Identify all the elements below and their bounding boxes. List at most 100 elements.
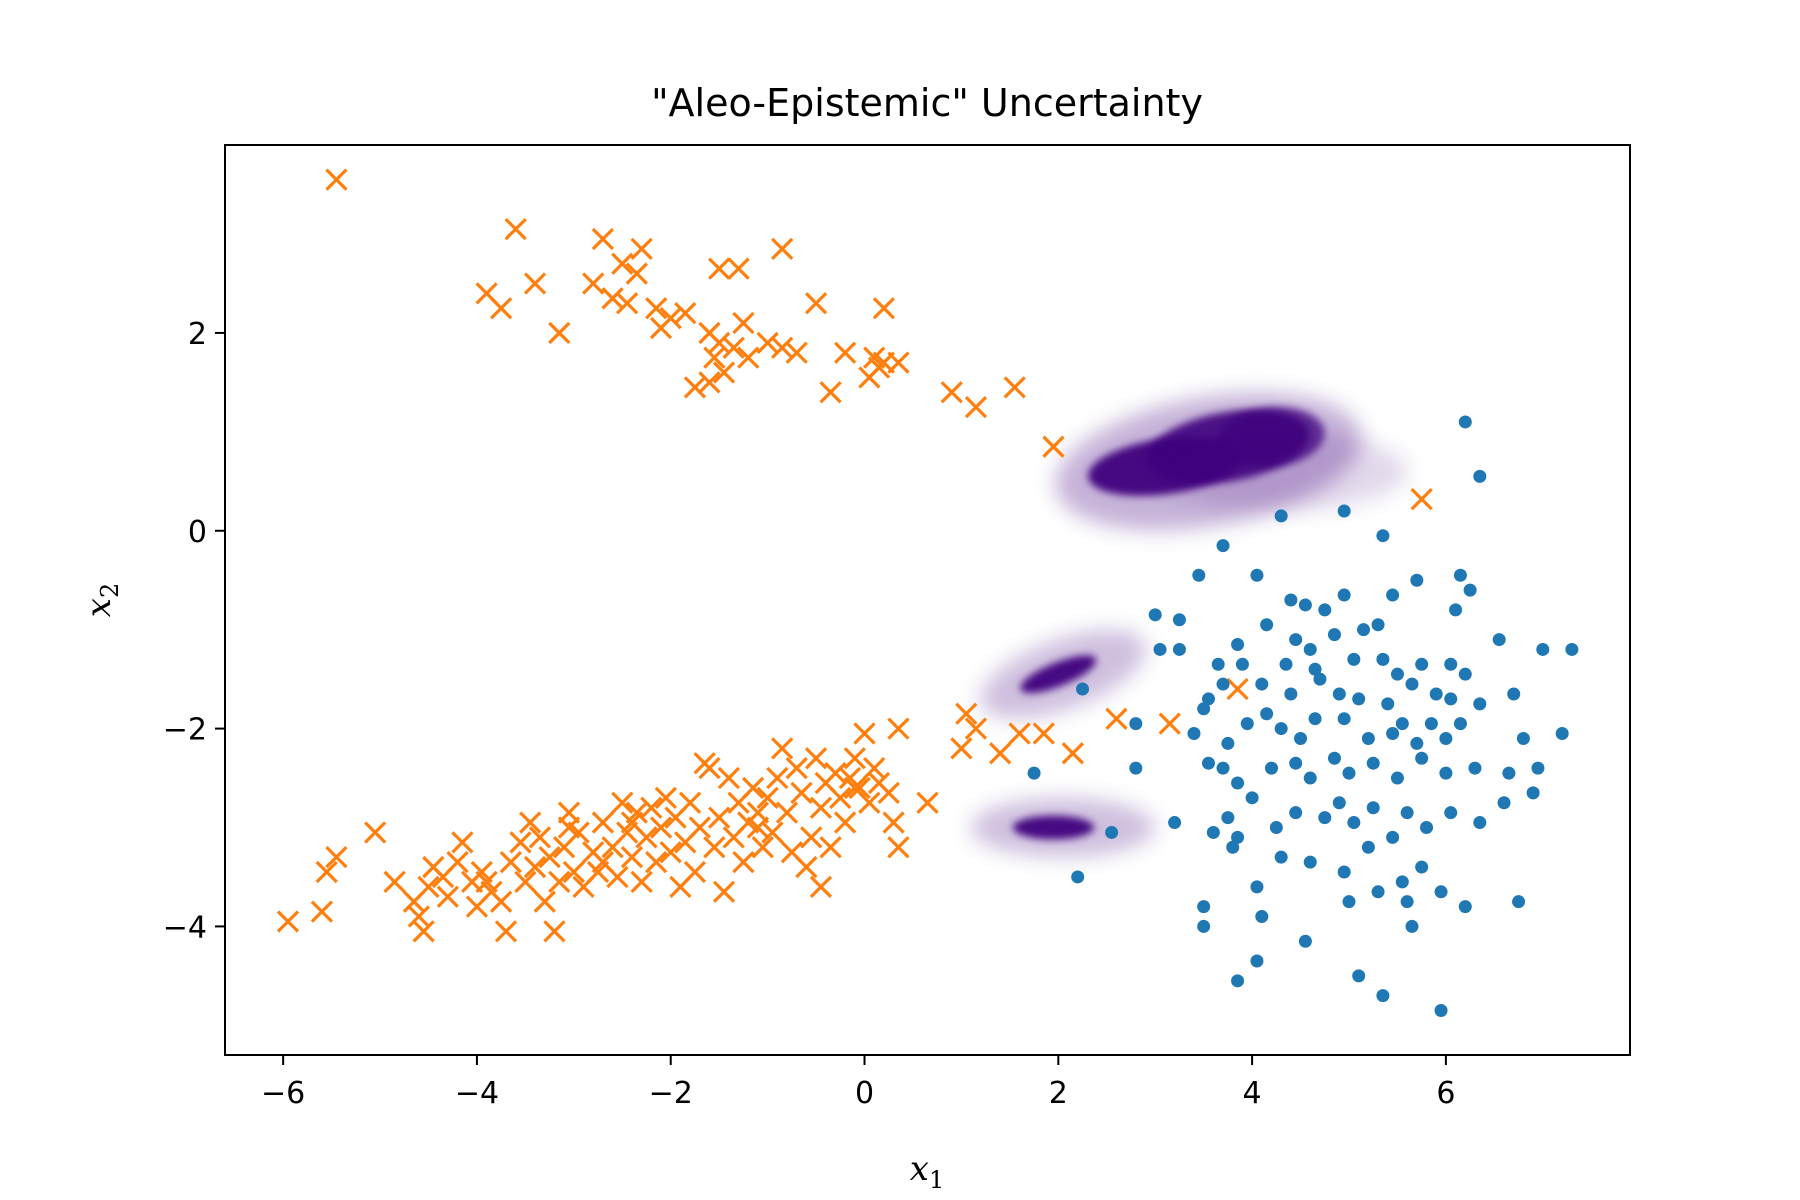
data-point-x [611, 252, 634, 275]
data-point-x [771, 237, 794, 260]
data-point-x [989, 742, 1012, 765]
data-point-dot [1308, 712, 1322, 726]
data-point-dot [1337, 588, 1351, 602]
data-point-dot [1386, 830, 1400, 844]
plot-frame [224, 144, 1631, 1056]
y-tick-label: 2 [188, 317, 207, 352]
data-point-x [325, 846, 348, 869]
series-blue-dots [1027, 415, 1579, 1017]
data-point-dot [1274, 722, 1288, 736]
data-point-x [819, 381, 842, 404]
data-point-dot [1153, 642, 1167, 656]
data-point-x [519, 811, 542, 834]
data-point-x [809, 796, 833, 819]
data-point-dot [1308, 662, 1322, 676]
data-point-dot [1250, 568, 1264, 582]
x-axis-label-sub: 1 [929, 1166, 944, 1194]
data-point-dot [1415, 751, 1429, 765]
data-point-dot [1453, 568, 1467, 582]
data-point-dot [1395, 717, 1409, 731]
data-point-dot [1366, 801, 1380, 815]
data-point-x [649, 316, 673, 340]
data-point-dot [1216, 539, 1230, 553]
data-point-dot [1420, 821, 1434, 834]
data-point-dot [1298, 934, 1312, 948]
data-point-dot [1390, 771, 1404, 785]
data-point-x [494, 920, 518, 943]
x-tick-label: −6 [261, 1076, 305, 1111]
data-point-x [853, 722, 876, 745]
data-point-x [431, 865, 455, 889]
data-point-dot [1197, 900, 1211, 914]
data-point-x [843, 747, 866, 770]
data-point-dot [1235, 657, 1249, 671]
x-axis-label: x1 [910, 1149, 944, 1194]
data-point-dot [1221, 736, 1235, 750]
data-point-x [775, 801, 799, 824]
data-point-x [325, 168, 348, 191]
data-point-x [451, 831, 474, 854]
data-point-dot [1255, 910, 1269, 924]
data-point-x [950, 737, 973, 760]
data-point-dot [1357, 623, 1371, 637]
data-point-x [761, 821, 784, 844]
data-point-dot [1337, 712, 1351, 726]
data-point-dot [1245, 791, 1259, 805]
uncertainty-heatmap [971, 392, 1408, 858]
data-point-x [848, 776, 871, 800]
y-axis-label-main: x [79, 598, 119, 617]
data-point-x [1061, 742, 1084, 765]
data-point-dot [1264, 761, 1278, 775]
data-point-x [383, 870, 406, 894]
data-point-dot [1337, 504, 1351, 518]
y-axis-ticks: −4 −2 0 2 [163, 317, 225, 945]
data-point-x [601, 287, 624, 310]
data-point-dot [1342, 766, 1356, 780]
data-point-x [887, 836, 910, 859]
data-point-x [620, 846, 644, 869]
data-point-dot [1071, 870, 1085, 884]
data-point-x [756, 331, 779, 354]
x-tick-label: 2 [1049, 1076, 1068, 1111]
data-point-x [858, 366, 881, 389]
data-point-x [310, 900, 334, 923]
data-point-x [940, 381, 963, 404]
data-point-dot [1289, 806, 1303, 820]
data-point-x [490, 890, 513, 913]
data-point-dot [1226, 840, 1240, 854]
data-point-x [523, 855, 547, 879]
data-point-x [693, 752, 716, 775]
data-point-x [436, 885, 459, 908]
data-point-x [834, 341, 857, 364]
x-tick-label: 4 [1243, 1076, 1262, 1111]
data-point-x [1008, 722, 1031, 745]
chart-title: "Aleo-Epistemic" Uncertainty [651, 81, 1203, 125]
uncertainty-region [980, 630, 1146, 719]
data-point-dot [1206, 825, 1220, 839]
data-point-dot [1231, 638, 1245, 652]
data-point-x [591, 811, 615, 834]
data-point-x [712, 361, 736, 384]
data-point-x [557, 816, 581, 839]
data-point-x [804, 747, 828, 770]
data-point-x [407, 905, 430, 928]
data-point-dot [1376, 989, 1390, 1003]
data-point-x [499, 850, 522, 874]
data-point-dot [1027, 766, 1041, 780]
data-point-dot [1216, 761, 1230, 775]
data-point-dot [1231, 974, 1245, 988]
data-point-x [795, 855, 818, 879]
data-point-dot [1512, 895, 1526, 909]
data-point-x [611, 791, 634, 814]
data-point-x [872, 297, 896, 320]
data-point-dot [1327, 628, 1341, 642]
data-point-dot [1172, 613, 1186, 627]
data-point-x [809, 875, 833, 898]
data-point-x [882, 811, 905, 834]
data-point-x [582, 272, 605, 295]
data-point-x [674, 302, 697, 325]
data-point-x [737, 346, 760, 369]
data-point-dot [1395, 875, 1409, 889]
data-point-x [475, 870, 498, 894]
x-tick-label: 6 [1436, 1076, 1455, 1111]
